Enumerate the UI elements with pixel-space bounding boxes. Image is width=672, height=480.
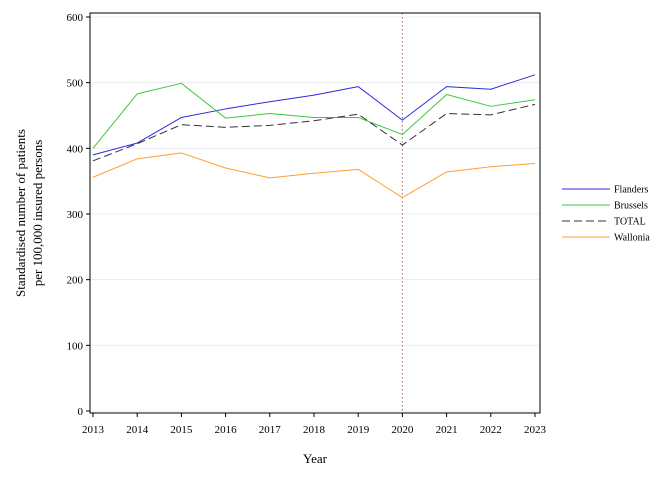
y-tick-label: 600 bbox=[67, 12, 84, 24]
legend-label-wallonia: Wallonia bbox=[614, 233, 650, 244]
y-tick-label: 500 bbox=[67, 78, 84, 90]
y-axis: 0 100 200 300 400 500 600 bbox=[67, 12, 90, 418]
x-tick-label: 2013 bbox=[82, 424, 105, 436]
series-line-flanders bbox=[92, 74, 536, 156]
x-tick-label: 2017 bbox=[259, 424, 282, 436]
legend: Flanders Brussels TOTAL Wallonia bbox=[562, 185, 650, 244]
series-line-brussels bbox=[92, 82, 536, 149]
x-tick-label: 2022 bbox=[480, 424, 502, 436]
x-tick-label: 2016 bbox=[215, 424, 238, 436]
y-tick-label: 300 bbox=[67, 209, 84, 221]
x-axis: 2013 2014 2015 2016 2017 2018 2019 2020 2021 2022… bbox=[82, 413, 547, 436]
y-tick-label: 400 bbox=[67, 143, 84, 155]
x-tick-label: 2018 bbox=[303, 424, 326, 436]
gridlines bbox=[90, 16, 540, 412]
legend-label-total: TOTAL bbox=[614, 217, 646, 228]
x-tick-label: 2023 bbox=[524, 424, 547, 436]
x-tick-label: 2015 bbox=[170, 424, 193, 436]
plot-frame bbox=[89, 12, 541, 414]
y-tick-label: 200 bbox=[67, 275, 84, 287]
x-axis-title: Year bbox=[303, 451, 328, 466]
y-tick-label: 0 bbox=[78, 406, 84, 418]
series-layer bbox=[92, 74, 536, 199]
series-line-wallonia bbox=[92, 152, 536, 199]
y-tick-label: 100 bbox=[67, 340, 84, 352]
x-tick-label: 2014 bbox=[126, 424, 149, 436]
series-line-total bbox=[92, 103, 536, 162]
y-axis-title-line-1: Standardised number of patients bbox=[13, 129, 28, 297]
y-axis-title-line-2: per 100,000 insured persons bbox=[30, 140, 45, 287]
x-tick-label: 2021 bbox=[436, 424, 458, 436]
legend-label-brussels: Brussels bbox=[614, 201, 648, 212]
x-tick-label: 2020 bbox=[391, 424, 414, 436]
legend-label-flanders: Flanders bbox=[614, 185, 649, 196]
x-tick-label: 2019 bbox=[347, 424, 370, 436]
